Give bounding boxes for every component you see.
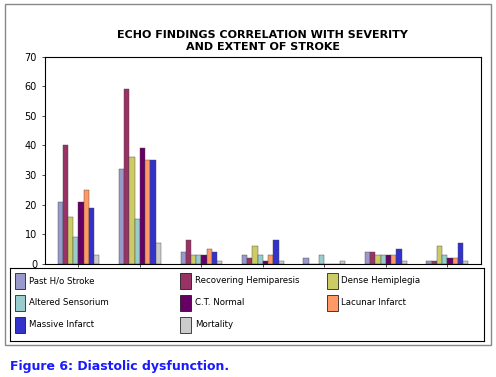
Bar (207, 249, 212, 264)
Text: Massive Infarct: Massive Infarct (29, 320, 94, 329)
Bar (63, 146, 68, 264)
Bar (150, 160, 156, 264)
Bar (273, 240, 279, 264)
Bar (217, 261, 222, 264)
Text: C.T. Normal: C.T. Normal (194, 298, 244, 307)
Bar (380, 255, 386, 264)
Bar (304, 258, 309, 264)
Text: Figure 6: Diastolic dysfunction.: Figure 6: Diastolic dysfunction. (10, 360, 229, 373)
Bar (268, 255, 273, 264)
Bar (181, 295, 191, 311)
Bar (375, 255, 380, 264)
Bar (463, 261, 468, 264)
Bar (94, 255, 99, 264)
Bar (396, 249, 401, 264)
Text: Recovering Hemiparesis: Recovering Hemiparesis (194, 276, 299, 285)
Bar (15, 295, 25, 311)
Bar (84, 190, 89, 264)
Bar (242, 255, 247, 264)
Bar (15, 273, 25, 289)
Bar (263, 261, 268, 264)
Bar (447, 258, 452, 264)
Bar (391, 255, 396, 264)
Bar (442, 255, 447, 264)
Text: Past H/o Stroke: Past H/o Stroke (29, 276, 94, 285)
Bar (437, 246, 442, 264)
Bar (252, 246, 257, 264)
Text: Dense Hemiplegia: Dense Hemiplegia (342, 276, 421, 285)
Bar (327, 295, 338, 311)
Bar (386, 255, 391, 264)
Bar (196, 255, 201, 264)
Bar (432, 261, 437, 264)
Bar (247, 258, 252, 264)
Bar (365, 252, 370, 264)
Bar (73, 237, 78, 264)
Bar (186, 240, 191, 264)
Bar (135, 219, 140, 264)
Title: ECHO FINDINGS CORRELATION WITH SEVERITY
AND EXTENT OF STROKE: ECHO FINDINGS CORRELATION WITH SEVERITY … (118, 30, 408, 52)
Bar (279, 261, 284, 264)
Bar (124, 89, 129, 264)
Bar (68, 216, 73, 264)
Bar (181, 273, 191, 289)
Bar (212, 252, 217, 264)
Text: Altered Sensorium: Altered Sensorium (29, 298, 109, 307)
Bar (129, 157, 135, 264)
Bar (58, 202, 63, 264)
Bar (370, 252, 375, 264)
Bar (401, 261, 407, 264)
Bar (156, 243, 161, 264)
Bar (140, 149, 145, 264)
Bar (257, 255, 263, 264)
Text: Lacunar Infarct: Lacunar Infarct (342, 298, 407, 307)
Bar (181, 252, 186, 264)
Bar (78, 202, 84, 264)
Bar (458, 243, 463, 264)
Bar (452, 258, 458, 264)
Bar (340, 261, 345, 264)
Bar (191, 255, 196, 264)
Text: Mortality: Mortality (194, 320, 233, 329)
Bar (319, 255, 324, 264)
Bar (181, 317, 191, 333)
Bar (119, 169, 124, 264)
Bar (327, 273, 338, 289)
Bar (89, 208, 94, 264)
Bar (145, 160, 150, 264)
Bar (15, 317, 25, 333)
X-axis label: Echo Findings: Echo Findings (220, 295, 306, 305)
Bar (201, 255, 207, 264)
Bar (427, 261, 432, 264)
